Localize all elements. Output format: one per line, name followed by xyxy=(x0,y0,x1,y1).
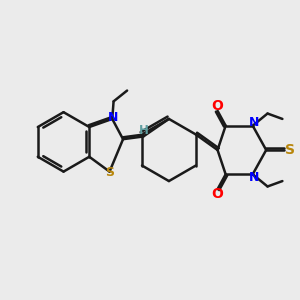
Text: O: O xyxy=(212,99,224,113)
Text: S: S xyxy=(105,167,114,179)
Text: H: H xyxy=(139,124,149,137)
Text: S: S xyxy=(285,143,295,157)
Text: O: O xyxy=(212,187,224,201)
Text: N: N xyxy=(108,111,118,124)
Text: N: N xyxy=(249,116,259,130)
Text: N: N xyxy=(249,170,259,184)
